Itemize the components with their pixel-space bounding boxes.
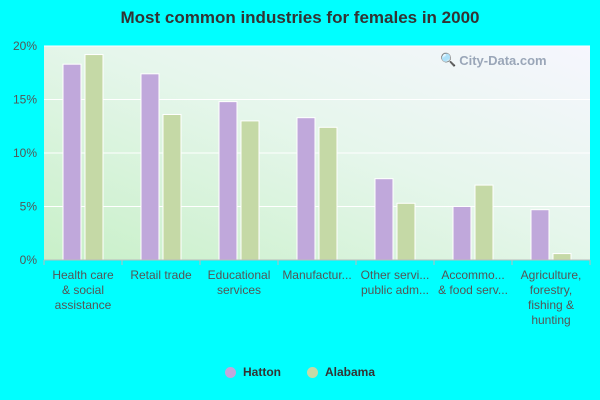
bar-hatton-0 xyxy=(62,63,82,261)
y-tick-label: 5% xyxy=(20,200,38,214)
watermark: 🔍 City-Data.com xyxy=(440,52,547,68)
bar-hatton-2 xyxy=(218,101,238,261)
chart-title: Most common industries for females in 20… xyxy=(120,8,480,27)
magnifier-icon: 🔍 xyxy=(440,52,457,67)
bar-hatton-3 xyxy=(296,117,316,261)
x-category-label: Educational services xyxy=(208,268,271,297)
legend-swatch-hatton xyxy=(224,366,236,378)
bar-alabama-4 xyxy=(396,202,416,261)
x-category-label: Health care & social assistance xyxy=(52,268,114,312)
legend-swatch-alabama xyxy=(306,366,318,378)
legend-item-alabama: Alabama xyxy=(306,365,376,379)
y-tick-label: 10% xyxy=(13,146,37,160)
x-category-label: Manufactur... xyxy=(282,268,351,282)
legend: Hatton Alabama xyxy=(0,365,600,379)
bar-alabama-2 xyxy=(240,120,260,261)
y-tick-label: 20% xyxy=(13,39,37,53)
y-tick-label: 15% xyxy=(13,93,37,107)
legend-item-hatton: Hatton xyxy=(224,365,281,379)
x-category-label: Accommo... & food serv... xyxy=(438,268,508,297)
bar-hatton-6 xyxy=(530,209,550,261)
bar-alabama-1 xyxy=(162,113,182,261)
bar-hatton-5 xyxy=(452,206,472,261)
bar-alabama-0 xyxy=(84,54,104,261)
watermark-text: City-Data.com xyxy=(459,52,547,68)
legend-label-alabama: Alabama xyxy=(324,365,376,379)
bar-hatton-1 xyxy=(140,73,160,261)
x-category-label: Other servi... public adm... xyxy=(361,268,430,297)
bar-alabama-3 xyxy=(318,126,338,261)
bar-alabama-5 xyxy=(474,184,494,261)
x-category-label: Agriculture, forestry, fishing & hunting xyxy=(521,268,582,327)
x-category-label: Retail trade xyxy=(130,268,192,282)
y-tick-label: 0% xyxy=(20,253,38,267)
bar-alabama-6 xyxy=(552,253,572,261)
bar-hatton-4 xyxy=(374,178,394,261)
legend-label-hatton: Hatton xyxy=(242,365,281,379)
